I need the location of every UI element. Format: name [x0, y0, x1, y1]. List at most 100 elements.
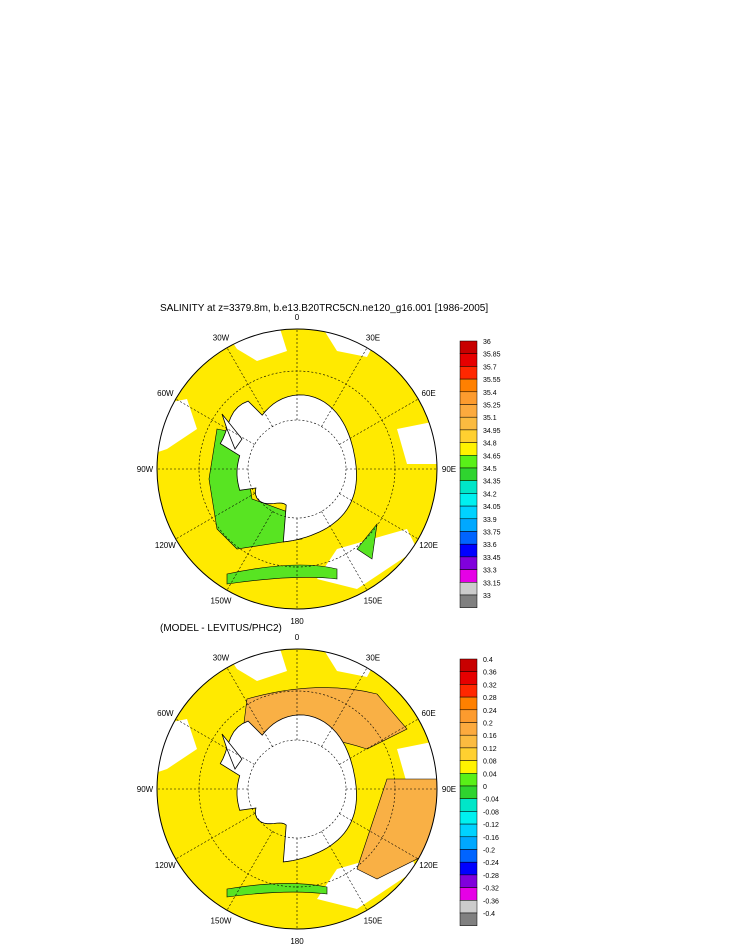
colorbar-swatch: [459, 416, 478, 431]
fresh-water-band: [226, 564, 338, 585]
colorbar-swatch: [459, 684, 478, 698]
colorbar-swatch: [459, 671, 478, 685]
missing-region: [157, 719, 197, 779]
colorbar-swatch: [459, 543, 478, 558]
colorbar-label: 34.8: [483, 441, 497, 448]
colorbar-label: 34.2: [483, 491, 497, 498]
colorbar-label: 0.28: [483, 695, 497, 702]
colorbar-label: -0.04: [483, 797, 499, 804]
colorbar-label: -0.4: [483, 911, 495, 918]
colorbar-label: -0.08: [483, 809, 499, 816]
colorbar-label: 33.15: [483, 580, 501, 587]
colorbar-label: 0.24: [483, 708, 497, 715]
longitude-label: 150W: [211, 917, 232, 926]
colorbar-swatch: [459, 594, 478, 608]
antarctica-landmass: [219, 394, 357, 543]
colorbar-label: 34.65: [483, 453, 501, 460]
missing-region: [317, 529, 417, 589]
colorbar-swatch: [459, 849, 478, 863]
colorbar-label: 33: [483, 593, 491, 600]
chart-title-difference: (MODEL - LEVITUS/PHC2): [160, 623, 282, 634]
antarctic-peninsula: [221, 733, 243, 770]
longitude-label: 60E: [422, 389, 436, 398]
colorbar-label: 0.36: [483, 670, 497, 677]
colorbar-swatch: [459, 556, 478, 570]
colorbar-label: 35.7: [483, 364, 497, 371]
meridian-line: [175, 813, 255, 860]
colorbar-label: 35.1: [483, 415, 497, 422]
colorbar-swatch: [459, 696, 478, 711]
colorbar: 0.4 0.36 0.32 0.28 0.24 0.2 0.16 0.12 0.08 0.04 0 -…: [459, 657, 499, 926]
meridian-line: [226, 667, 273, 747]
colorbar-swatch: [459, 874, 478, 888]
longitude-label: 180: [290, 937, 304, 945]
colorbar-swatch: [459, 811, 478, 825]
colorbar-swatch: [459, 658, 478, 672]
longitude-label: 30W: [213, 653, 230, 662]
longitude-label: 30E: [366, 653, 380, 662]
colorbar-label: 34.05: [483, 504, 501, 511]
colorbar-swatch: [459, 900, 478, 914]
meridian-line: [175, 398, 255, 445]
meridian-line: [339, 398, 419, 445]
colorbar-label: 0.4: [483, 657, 493, 664]
colorbar-label: 0.16: [483, 733, 497, 740]
colorbar-label: 0.12: [483, 746, 497, 753]
colorbar-swatch: [459, 773, 478, 787]
colorbar: 36 35.85 35.7 35.55 35.4 35.25 35.1 34.95 34.8 34…: [459, 339, 501, 608]
colorbar-swatch: [459, 709, 478, 723]
colorbar-label: -0.36: [483, 898, 499, 905]
meridian-line: [321, 667, 368, 747]
map-fill-area: [157, 329, 437, 609]
colorbar-swatch: [459, 480, 478, 494]
meridian-line: [339, 813, 419, 860]
antarctica-landmass: [219, 714, 357, 863]
meridian-line: [339, 493, 419, 540]
colorbar-swatch: [459, 836, 478, 850]
colorbar-swatch: [459, 340, 478, 354]
colorbar-swatch: [459, 912, 478, 926]
colorbar-label: 0: [483, 784, 487, 791]
colorbar-label: 34.5: [483, 466, 497, 473]
colorbar-swatch: [459, 493, 478, 507]
colorbar-swatch: [459, 366, 478, 380]
longitude-label: 90E: [442, 465, 456, 474]
colorbar-swatch: [459, 582, 478, 596]
meridian-line: [175, 493, 255, 540]
colorbar-swatch: [459, 760, 478, 774]
longitude-label: 60W: [157, 389, 174, 398]
longitude-label: 120E: [419, 861, 438, 870]
colorbar-swatch: [459, 505, 478, 520]
meridian-line: [321, 831, 368, 911]
colorbar-label: 35.25: [483, 403, 501, 410]
colorbar-label: -0.28: [483, 873, 499, 880]
meridian-line: [226, 347, 273, 427]
colorbar-swatch: [459, 887, 478, 901]
colorbar-label: -0.32: [483, 886, 499, 893]
colorbar-label: 35.55: [483, 377, 501, 384]
colorbar-swatch: [459, 378, 478, 393]
colorbar-label: -0.24: [483, 860, 499, 867]
colorbar-label: 0.04: [483, 771, 497, 778]
colorbar-swatch: [459, 747, 478, 761]
colorbar-label: 33.6: [483, 542, 497, 549]
colorbar-swatch: [459, 531, 478, 545]
colorbar-swatch: [459, 722, 478, 736]
map-boundary: [156, 648, 438, 930]
longitude-label: 180: [290, 617, 304, 626]
map-fill-area: [157, 649, 437, 929]
longitude-label: 150W: [211, 597, 232, 606]
chart-title-salinity: SALINITY at z=3379.8m, b.e13.B20TRC5CN.n…: [160, 303, 489, 314]
meridian-line: [321, 511, 368, 591]
longitude-label: 30W: [213, 333, 230, 342]
colorbar-swatch: [459, 442, 478, 456]
colorbar-swatch: [459, 467, 478, 481]
longitude-label: 0: [295, 633, 300, 642]
fresh-water-region: [356, 522, 378, 560]
colorbar-swatch: [459, 353, 478, 367]
colorbar-swatch: [459, 569, 478, 583]
colorbar-swatch: [459, 391, 478, 405]
longitude-label: 30E: [366, 333, 380, 342]
colorbar-label: -0.12: [483, 822, 499, 829]
meridian-line: [226, 511, 273, 591]
